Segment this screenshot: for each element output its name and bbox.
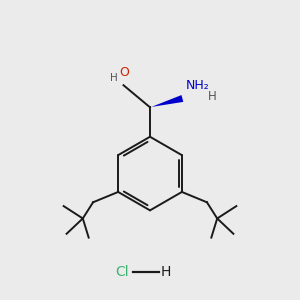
Polygon shape [152,95,183,107]
Text: NH₂: NH₂ [186,79,210,92]
Text: H: H [207,91,216,103]
Text: H: H [161,265,171,279]
Text: H: H [110,73,118,83]
Text: Cl: Cl [115,265,129,279]
Text: O: O [120,66,130,79]
